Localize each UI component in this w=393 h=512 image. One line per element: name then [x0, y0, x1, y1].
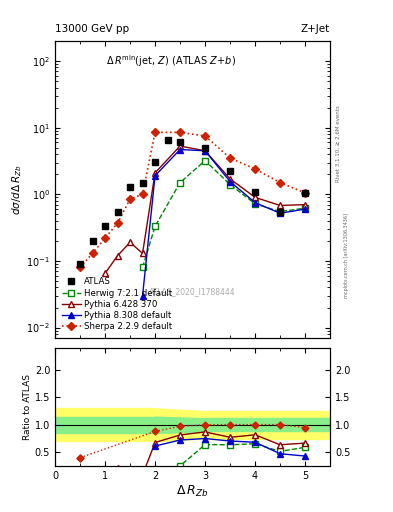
Text: Rivet 3.1.10, ≥ 2.6M events: Rivet 3.1.10, ≥ 2.6M events [336, 105, 341, 182]
Herwig 7:2.1 default [203, 158, 208, 164]
ATLAS [128, 184, 132, 190]
Sherpa 2.2.9 default [128, 196, 132, 202]
Pythia 6.428 370 [140, 250, 145, 257]
ATLAS [78, 261, 83, 267]
ATLAS [140, 180, 145, 186]
Pythia 6.428 370 [128, 239, 132, 245]
ATLAS [115, 208, 120, 215]
Sherpa 2.2.9 default [278, 180, 283, 186]
Herwig 7:2.1 default [178, 180, 182, 186]
Legend: ATLAS, Herwig 7:2.1 default, Pythia 6.428 370, Pythia 8.308 default, Sherpa 2.2.: ATLAS, Herwig 7:2.1 default, Pythia 6.42… [59, 275, 175, 334]
Line: ATLAS: ATLAS [77, 137, 308, 267]
Y-axis label: $d\sigma/d\Delta\,R_{Zb}$: $d\sigma/d\Delta\,R_{Zb}$ [10, 164, 24, 215]
Pythia 8.308 default [253, 200, 257, 206]
Sherpa 2.2.9 default [103, 235, 107, 241]
Herwig 7:2.1 default [278, 208, 283, 215]
Pythia 6.428 370 [278, 202, 283, 208]
Herwig 7:2.1 default [228, 181, 232, 187]
Sherpa 2.2.9 default [253, 166, 257, 172]
Pythia 8.308 default [203, 147, 208, 154]
Sherpa 2.2.9 default [90, 250, 95, 257]
Line: Pythia 8.308 default: Pythia 8.308 default [139, 146, 309, 300]
X-axis label: $\Delta\,R_{Zb}$: $\Delta\,R_{Zb}$ [176, 483, 209, 499]
Herwig 7:2.1 default [140, 264, 145, 270]
ATLAS [303, 190, 307, 196]
ATLAS [153, 159, 158, 165]
Text: ATLAS_2020_I1788444: ATLAS_2020_I1788444 [149, 287, 236, 296]
Pythia 6.428 370 [153, 170, 158, 176]
Text: $\Delta\,R^{\mathrm{min}}(\mathrm{jet},\,Z)\ (\mathrm{ATLAS}\ Z\!+\!b)$: $\Delta\,R^{\mathrm{min}}(\mathrm{jet},\… [106, 53, 235, 69]
Sherpa 2.2.9 default [153, 130, 158, 136]
Sherpa 2.2.9 default [140, 191, 145, 198]
Sherpa 2.2.9 default [78, 264, 83, 270]
Pythia 8.308 default [303, 206, 307, 212]
Y-axis label: Ratio to ATLAS: Ratio to ATLAS [23, 374, 32, 440]
Line: Sherpa 2.2.9 default: Sherpa 2.2.9 default [77, 130, 308, 270]
Pythia 6.428 370 [178, 143, 182, 149]
Pythia 8.308 default [178, 146, 182, 153]
ATLAS [90, 238, 95, 244]
Sherpa 2.2.9 default [228, 155, 232, 161]
Pythia 8.308 default [228, 179, 232, 185]
Herwig 7:2.1 default [153, 223, 158, 229]
Pythia 8.308 default [153, 173, 158, 179]
Text: Z+Jet: Z+Jet [301, 24, 330, 34]
Pythia 6.428 370 [303, 202, 307, 208]
Sherpa 2.2.9 default [178, 130, 182, 136]
Sherpa 2.2.9 default [303, 190, 307, 196]
ATLAS [228, 168, 232, 175]
ATLAS [253, 188, 257, 195]
ATLAS [165, 137, 170, 143]
Text: mcplots.cern.ch [arXiv:1306.3436]: mcplots.cern.ch [arXiv:1306.3436] [344, 214, 349, 298]
Pythia 6.428 370 [228, 176, 232, 182]
Line: Pythia 6.428 370: Pythia 6.428 370 [101, 142, 309, 277]
Pythia 8.308 default [140, 293, 145, 299]
Pythia 6.428 370 [115, 252, 120, 259]
Sherpa 2.2.9 default [115, 220, 120, 226]
Pythia 6.428 370 [103, 270, 107, 276]
Sherpa 2.2.9 default [203, 133, 208, 139]
Pythia 6.428 370 [203, 147, 208, 154]
ATLAS [203, 145, 208, 151]
Pythia 8.308 default [278, 210, 283, 216]
Text: 13000 GeV pp: 13000 GeV pp [55, 24, 129, 34]
ATLAS [178, 139, 182, 145]
ATLAS [103, 222, 107, 228]
ATLAS [278, 208, 283, 215]
Pythia 6.428 370 [253, 194, 257, 200]
Line: Herwig 7:2.1 default: Herwig 7:2.1 default [140, 158, 308, 270]
Herwig 7:2.1 default [253, 201, 257, 207]
Herwig 7:2.1 default [303, 205, 307, 211]
